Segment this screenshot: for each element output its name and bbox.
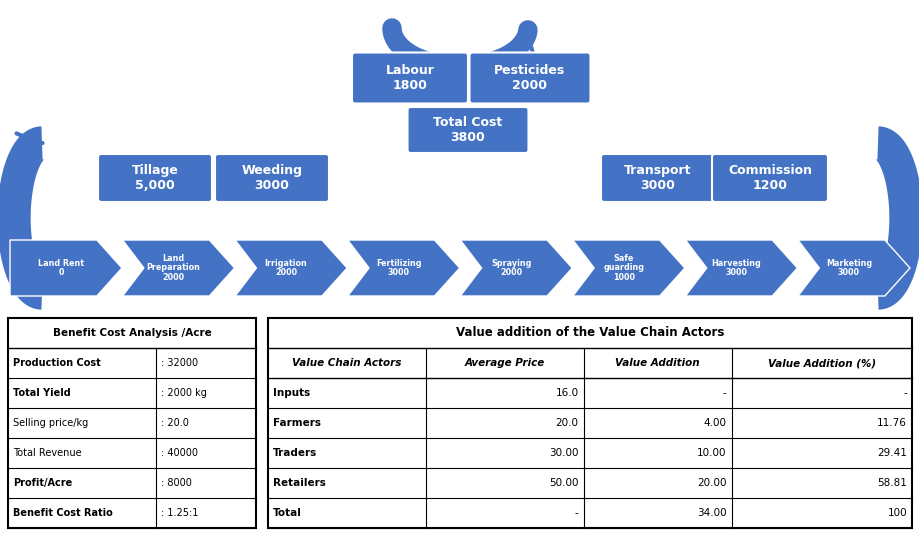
Polygon shape xyxy=(685,240,797,296)
Text: Traders: Traders xyxy=(273,448,317,458)
FancyBboxPatch shape xyxy=(267,318,911,528)
Text: Total: Total xyxy=(273,508,301,518)
Text: : 2000 kg: : 2000 kg xyxy=(161,388,207,398)
Text: Weeding
3000: Weeding 3000 xyxy=(241,164,302,192)
FancyBboxPatch shape xyxy=(8,318,255,528)
Text: Average Price: Average Price xyxy=(464,358,544,368)
Text: Land Rent
0: Land Rent 0 xyxy=(38,259,84,277)
Text: 50.00: 50.00 xyxy=(549,478,578,488)
Text: -: - xyxy=(722,388,726,398)
Text: Tillage
5,000: Tillage 5,000 xyxy=(131,164,178,192)
FancyBboxPatch shape xyxy=(215,154,329,202)
Text: Safe
guarding
1000: Safe guarding 1000 xyxy=(603,254,643,282)
Text: 10.00: 10.00 xyxy=(697,448,726,458)
Polygon shape xyxy=(122,240,234,296)
Text: Selling price/kg: Selling price/kg xyxy=(13,418,88,428)
FancyBboxPatch shape xyxy=(352,52,468,103)
Text: Transport
3000: Transport 3000 xyxy=(624,164,691,192)
Text: 29.41: 29.41 xyxy=(876,448,906,458)
Text: 11.76: 11.76 xyxy=(876,418,906,428)
Text: : 1.25:1: : 1.25:1 xyxy=(161,508,199,518)
Text: Irrigation
2000: Irrigation 2000 xyxy=(265,259,307,277)
Text: Retailers: Retailers xyxy=(273,478,325,488)
Text: Farmers: Farmers xyxy=(273,418,321,428)
Text: Pesticides
2000: Pesticides 2000 xyxy=(494,64,565,92)
Polygon shape xyxy=(235,240,346,296)
Text: : 32000: : 32000 xyxy=(161,358,198,368)
Text: Value addition of the Value Chain Actors: Value addition of the Value Chain Actors xyxy=(455,327,723,340)
Text: Land
Preparation
2000: Land Preparation 2000 xyxy=(146,254,200,282)
Text: 20.0: 20.0 xyxy=(555,418,578,428)
Text: Fertilizing
3000: Fertilizing 3000 xyxy=(376,259,421,277)
Text: Marketing
3000: Marketing 3000 xyxy=(825,259,871,277)
Text: -: - xyxy=(574,508,578,518)
Text: Value Addition: Value Addition xyxy=(615,358,699,368)
Text: Labour
1800: Labour 1800 xyxy=(385,64,434,92)
Text: 100: 100 xyxy=(887,508,906,518)
Text: 34.00: 34.00 xyxy=(697,508,726,518)
Text: Production Cost: Production Cost xyxy=(13,358,101,368)
Polygon shape xyxy=(347,240,460,296)
FancyBboxPatch shape xyxy=(98,154,211,202)
Text: Harvesting
3000: Harvesting 3000 xyxy=(710,259,760,277)
Text: Inputs: Inputs xyxy=(273,388,310,398)
Polygon shape xyxy=(573,240,684,296)
Text: Profit/Acre: Profit/Acre xyxy=(13,478,73,488)
FancyBboxPatch shape xyxy=(600,154,714,202)
Text: 20.00: 20.00 xyxy=(697,478,726,488)
Text: 4.00: 4.00 xyxy=(703,418,726,428)
Text: 16.0: 16.0 xyxy=(555,388,578,398)
Text: -: - xyxy=(902,388,906,398)
Text: Total Cost
3800: Total Cost 3800 xyxy=(433,116,502,144)
Text: Value Chain Actors: Value Chain Actors xyxy=(292,358,401,368)
Text: : 20.0: : 20.0 xyxy=(161,418,188,428)
Text: Value Addition (%): Value Addition (%) xyxy=(767,358,875,368)
Text: Commission
1200: Commission 1200 xyxy=(727,164,811,192)
Text: 58.81: 58.81 xyxy=(876,478,906,488)
Polygon shape xyxy=(10,240,122,296)
FancyBboxPatch shape xyxy=(407,107,528,153)
Text: : 40000: : 40000 xyxy=(161,448,198,458)
Polygon shape xyxy=(797,240,909,296)
Text: Benefit Cost Ratio: Benefit Cost Ratio xyxy=(13,508,113,518)
Polygon shape xyxy=(460,240,572,296)
FancyBboxPatch shape xyxy=(711,154,827,202)
Text: 30.00: 30.00 xyxy=(549,448,578,458)
Text: Total Revenue: Total Revenue xyxy=(13,448,82,458)
Text: Spraying
2000: Spraying 2000 xyxy=(491,259,531,277)
Text: : 8000: : 8000 xyxy=(161,478,192,488)
Text: Benefit Cost Analysis /Acre: Benefit Cost Analysis /Acre xyxy=(52,328,211,338)
FancyBboxPatch shape xyxy=(469,52,590,103)
Text: Total Yield: Total Yield xyxy=(13,388,71,398)
